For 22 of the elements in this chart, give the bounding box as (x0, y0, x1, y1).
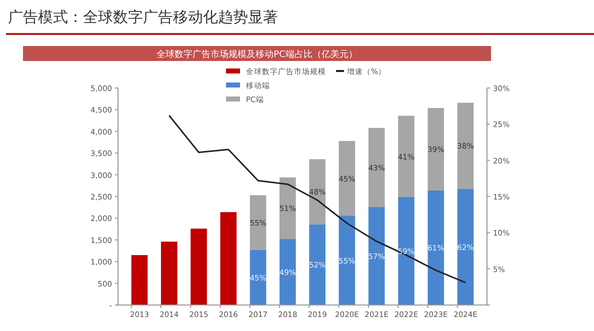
bar (309, 224, 326, 305)
bar (428, 108, 444, 190)
bar (250, 250, 266, 305)
bar (338, 140, 356, 216)
bar (250, 195, 266, 250)
bar (368, 206, 385, 305)
chart-subtitle: 全球数字广告市场规模及移动PC端占比（亿美元） (156, 49, 358, 60)
chart-title: 广告模式：全球数字广告移动化趋势显著 (8, 8, 278, 26)
bar (280, 177, 296, 240)
bar (309, 159, 326, 224)
bar (428, 190, 444, 305)
bar (368, 128, 385, 207)
bar (398, 116, 414, 197)
bar (160, 242, 178, 305)
bar (280, 239, 296, 305)
bar (220, 212, 237, 305)
bar (190, 228, 207, 305)
bar (131, 255, 148, 305)
bar (398, 196, 414, 305)
bar (338, 216, 356, 305)
bar (457, 188, 474, 305)
bar (457, 102, 474, 189)
